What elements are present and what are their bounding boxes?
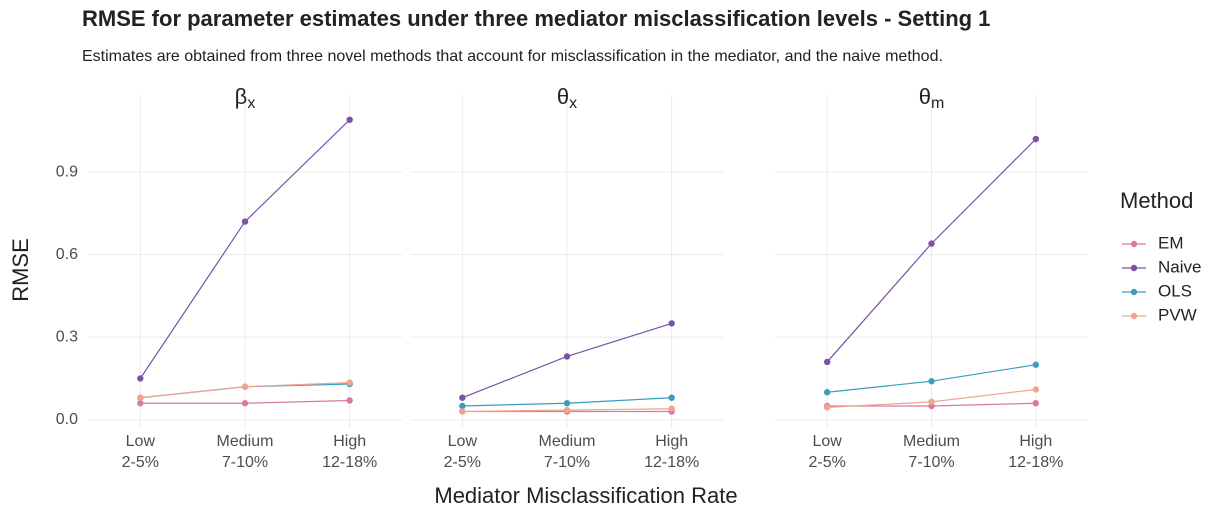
data-point <box>346 379 353 386</box>
x-tick-label: 12-18% <box>322 454 377 471</box>
legend-marker <box>1130 288 1138 296</box>
x-tick-label: 7-10% <box>544 454 590 471</box>
data-point <box>1032 135 1040 143</box>
chart-title: RMSE for parameter estimates under three… <box>82 6 990 31</box>
data-point <box>668 394 675 401</box>
legend-marker <box>1130 264 1138 272</box>
legend-label: PVW <box>1158 305 1197 324</box>
data-point <box>928 378 935 385</box>
data-point <box>668 320 675 327</box>
data-point <box>1032 386 1040 393</box>
data-point <box>1032 400 1040 407</box>
data-point <box>241 218 249 225</box>
data-point <box>823 358 831 366</box>
facet-title-subscript: x <box>247 95 255 112</box>
x-tick-label: Medium <box>539 433 596 450</box>
data-point <box>137 394 144 401</box>
legend-marker <box>1130 312 1138 320</box>
x-tick-label: Low <box>448 433 478 450</box>
data-point <box>823 404 831 411</box>
x-tick-label: 12-18% <box>1008 454 1063 471</box>
legend-label: EM <box>1158 233 1184 252</box>
x-tick-label: High <box>655 433 688 450</box>
y-axis-label: RMSE <box>8 238 33 302</box>
data-point <box>241 383 249 390</box>
x-tick-label: 2-5% <box>122 454 159 471</box>
data-point <box>346 397 353 404</box>
x-tick-label: 2-5% <box>808 454 845 471</box>
facet-title: θx <box>557 84 577 112</box>
facet-title-subscript: m <box>931 95 944 112</box>
y-tick-label: 0.9 <box>56 163 78 180</box>
x-tick-label: 7-10% <box>222 454 268 471</box>
legend-title: Method <box>1120 188 1193 213</box>
facet-title-subscript: x <box>569 95 577 112</box>
data-point <box>1032 361 1040 368</box>
y-tick-label: 0.0 <box>56 411 78 428</box>
x-tick-label: 12-18% <box>644 454 699 471</box>
x-tick-label: Low <box>126 433 156 450</box>
data-point <box>459 408 466 415</box>
x-axis-label: Mediator Misclassification Rate <box>434 483 737 508</box>
y-tick-label: 0.3 <box>56 328 78 345</box>
data-point <box>928 398 935 406</box>
data-point <box>563 353 571 360</box>
data-point <box>459 402 466 410</box>
legend-marker <box>1130 240 1138 248</box>
x-tick-label: 2-5% <box>444 454 481 471</box>
data-point <box>137 375 144 382</box>
data-point <box>241 400 249 407</box>
x-tick-label: Medium <box>217 433 274 450</box>
chart-subtitle: Estimates are obtained from three novel … <box>82 48 943 65</box>
legend-label: OLS <box>1158 281 1192 300</box>
data-point <box>563 400 571 407</box>
x-tick-label: Medium <box>903 433 960 450</box>
facet-title-symbol: θ <box>919 84 931 109</box>
legend-label: Naive <box>1158 257 1201 276</box>
y-tick-label: 0.6 <box>56 246 78 263</box>
data-point <box>668 405 675 412</box>
facet-title-symbol: θ <box>557 84 569 109</box>
data-point <box>137 400 144 407</box>
data-point <box>823 389 831 396</box>
facet-title: βx <box>235 84 256 112</box>
x-tick-label: High <box>333 433 366 450</box>
data-point <box>928 240 935 247</box>
x-tick-label: High <box>1019 433 1052 450</box>
facet-title-symbol: β <box>235 84 248 109</box>
x-tick-label: 7-10% <box>908 454 954 471</box>
facet-title: θm <box>919 84 945 112</box>
x-tick-label: Low <box>812 433 842 450</box>
data-point <box>346 116 353 123</box>
data-point <box>563 406 571 414</box>
data-point <box>459 394 466 401</box>
